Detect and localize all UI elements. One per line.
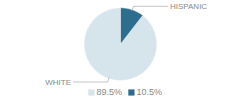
svg-text:10.5%: 10.5% [137, 87, 163, 97]
svg-text:HISPANIC: HISPANIC [170, 2, 207, 11]
svg-text:WHITE: WHITE [45, 78, 71, 87]
svg-text:89.5%: 89.5% [97, 87, 123, 97]
